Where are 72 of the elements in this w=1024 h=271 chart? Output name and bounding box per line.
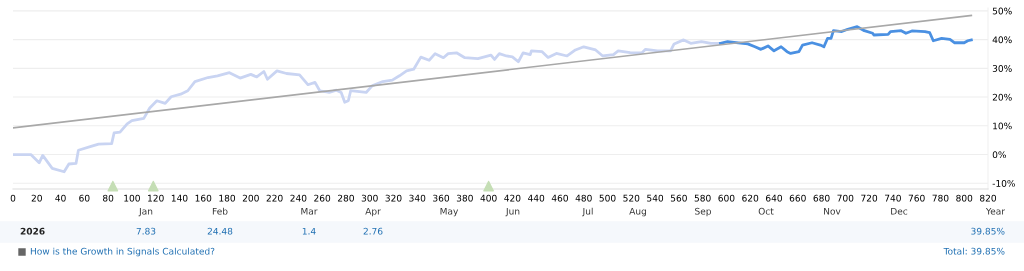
text: How is the Growth in Signals Calculated? bbox=[30, 247, 215, 257]
x-tick-label: 820 bbox=[980, 194, 997, 202]
text: Feb bbox=[212, 207, 228, 215]
x-tick-label: 460 bbox=[551, 194, 568, 202]
text: 39.85% bbox=[971, 227, 1005, 235]
text: 2.76 bbox=[363, 227, 383, 235]
x-tick-label: 20 bbox=[31, 194, 42, 202]
y-tick-label: 30% bbox=[992, 65, 1012, 72]
text: 7.83 bbox=[136, 227, 156, 235]
x-tick-label: 580 bbox=[694, 194, 711, 202]
x-tick-label: 760 bbox=[908, 194, 925, 202]
text: Mar bbox=[301, 207, 318, 215]
text: Year bbox=[985, 207, 1005, 215]
x-tick-label: 680 bbox=[813, 194, 830, 202]
x-tick-label: 440 bbox=[528, 194, 545, 202]
text: Total: 39.85% bbox=[943, 247, 1005, 255]
x-tick-label: 420 bbox=[504, 194, 521, 202]
text: Nov bbox=[824, 207, 841, 215]
x-tick-label: 740 bbox=[885, 194, 901, 202]
x-tick-label: 660 bbox=[789, 194, 806, 202]
y-tick-label: 20% bbox=[992, 93, 1012, 101]
x-tick-label: 480 bbox=[575, 194, 592, 202]
text: Apr bbox=[365, 207, 381, 217]
x-tick-label: 100 bbox=[124, 194, 140, 202]
x-tick-label: 160 bbox=[195, 194, 212, 202]
x-tick-label: 40 bbox=[55, 194, 66, 202]
text: Dec bbox=[891, 207, 908, 215]
text: May bbox=[440, 207, 459, 217]
x-tick-label: 60 bbox=[79, 194, 90, 202]
x-tick-label: 540 bbox=[647, 194, 664, 202]
x-tick-label: 200 bbox=[242, 194, 259, 202]
x-tick-label: 340 bbox=[409, 194, 426, 202]
y-tick-label: 10% bbox=[993, 122, 1012, 130]
y-tick-label: 50% bbox=[992, 7, 1012, 15]
x-tick-label: 260 bbox=[314, 194, 331, 202]
x-tick-label: 140 bbox=[171, 194, 188, 202]
text: Jul bbox=[582, 207, 593, 217]
x-tick-label: 500 bbox=[599, 194, 616, 202]
x-tick-label: 600 bbox=[718, 194, 735, 202]
text: 2026 bbox=[20, 227, 45, 235]
line-series bbox=[719, 25, 973, 55]
x-tick-label: 380 bbox=[456, 194, 473, 202]
text: 24.48 bbox=[207, 227, 233, 235]
x-tick-label: 560 bbox=[670, 194, 687, 202]
x-tick-label: 80 bbox=[102, 194, 114, 202]
x-tick-label: 720 bbox=[861, 194, 878, 202]
x-tick-label: 620 bbox=[742, 194, 759, 202]
y-tick-label: -10% bbox=[992, 179, 1015, 187]
x-tick-label: 320 bbox=[385, 194, 402, 202]
x-tick-label: 120 bbox=[148, 194, 164, 202]
x-tick-label: 300 bbox=[361, 194, 378, 202]
x-tick-label: 220 bbox=[266, 194, 283, 202]
text: Aug bbox=[629, 207, 646, 217]
x-tick-label: 520 bbox=[623, 194, 640, 202]
text: Oct bbox=[758, 207, 774, 215]
text: Jun bbox=[505, 207, 520, 217]
line-series bbox=[13, 38, 722, 174]
text: Jan bbox=[138, 207, 153, 217]
x-tick-label: 400 bbox=[480, 194, 497, 202]
x-tick-label: 640 bbox=[765, 194, 782, 202]
text: 1.4 bbox=[302, 227, 316, 235]
text: Sep bbox=[695, 207, 712, 217]
x-tick-label: 800 bbox=[956, 194, 973, 202]
x-tick-label: 280 bbox=[337, 194, 354, 202]
x-tick-label: 240 bbox=[290, 194, 307, 202]
x-tick-label: 0 bbox=[10, 194, 16, 202]
y-tick-label: 40% bbox=[992, 36, 1012, 44]
x-tick-label: 180 bbox=[219, 194, 236, 202]
x-tick-label: 700 bbox=[837, 194, 854, 202]
x-tick-label: 360 bbox=[433, 194, 450, 202]
y-tick-label: 0% bbox=[992, 151, 1006, 159]
x-tick-label: 780 bbox=[932, 194, 949, 202]
